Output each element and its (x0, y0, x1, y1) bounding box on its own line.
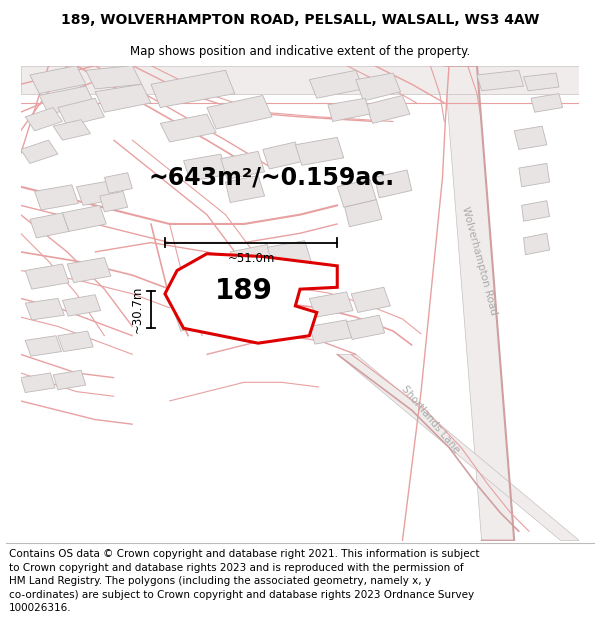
Polygon shape (445, 66, 514, 541)
Polygon shape (25, 336, 62, 356)
Polygon shape (351, 288, 391, 312)
Polygon shape (374, 170, 412, 198)
Polygon shape (174, 306, 214, 331)
Text: Map shows position and indicative extent of the property.: Map shows position and indicative extent… (130, 44, 470, 58)
Polygon shape (268, 241, 311, 269)
Polygon shape (295, 138, 344, 165)
Polygon shape (524, 73, 559, 91)
Polygon shape (179, 272, 223, 301)
Polygon shape (160, 114, 216, 142)
Polygon shape (58, 331, 93, 351)
Polygon shape (184, 154, 227, 181)
Polygon shape (30, 66, 86, 94)
Polygon shape (58, 98, 104, 126)
Polygon shape (207, 96, 272, 129)
Polygon shape (76, 180, 120, 206)
Polygon shape (221, 268, 265, 296)
Text: Shortlands Lane: Shortlands Lane (400, 384, 461, 455)
Polygon shape (35, 185, 79, 210)
Text: 189, WOLVERHAMPTON ROAD, PELSALL, WALSALL, WS3 4AW: 189, WOLVERHAMPTON ROAD, PELSALL, WALSAL… (61, 13, 539, 27)
Text: Wolverhampton Road: Wolverhampton Road (460, 206, 498, 316)
Polygon shape (519, 163, 550, 187)
Polygon shape (524, 233, 550, 255)
Polygon shape (345, 200, 382, 227)
Polygon shape (20, 66, 580, 94)
Polygon shape (310, 70, 364, 98)
Polygon shape (20, 373, 55, 392)
Polygon shape (53, 370, 86, 390)
Text: ~51.0m: ~51.0m (227, 252, 275, 265)
Polygon shape (39, 86, 95, 114)
Polygon shape (53, 119, 91, 140)
Polygon shape (230, 244, 274, 272)
Polygon shape (30, 213, 69, 238)
Polygon shape (25, 107, 62, 131)
Polygon shape (100, 191, 128, 212)
Polygon shape (226, 176, 265, 203)
Text: 189: 189 (215, 277, 273, 305)
Polygon shape (104, 173, 133, 193)
Polygon shape (212, 301, 251, 326)
Polygon shape (20, 140, 58, 163)
Text: Contains OS data © Crown copyright and database right 2021. This information is : Contains OS data © Crown copyright and d… (9, 549, 479, 614)
Polygon shape (365, 96, 410, 123)
Polygon shape (165, 254, 337, 343)
Polygon shape (25, 299, 64, 320)
Polygon shape (310, 320, 352, 344)
Polygon shape (95, 84, 151, 112)
Polygon shape (337, 354, 580, 541)
Text: ~643m²/~0.159ac.: ~643m²/~0.159ac. (149, 166, 395, 189)
Polygon shape (521, 201, 550, 221)
Polygon shape (25, 264, 69, 289)
Polygon shape (328, 98, 370, 121)
Polygon shape (67, 258, 111, 282)
Polygon shape (310, 292, 353, 317)
Polygon shape (337, 179, 376, 208)
Polygon shape (531, 94, 563, 112)
Polygon shape (62, 206, 106, 231)
Polygon shape (356, 73, 401, 101)
Polygon shape (221, 151, 265, 179)
Polygon shape (514, 126, 547, 149)
Polygon shape (86, 66, 142, 89)
Text: ~30.7m: ~30.7m (131, 286, 143, 333)
Polygon shape (477, 70, 524, 91)
Polygon shape (347, 315, 385, 339)
Polygon shape (263, 142, 302, 169)
Polygon shape (151, 70, 235, 108)
Polygon shape (62, 295, 101, 316)
